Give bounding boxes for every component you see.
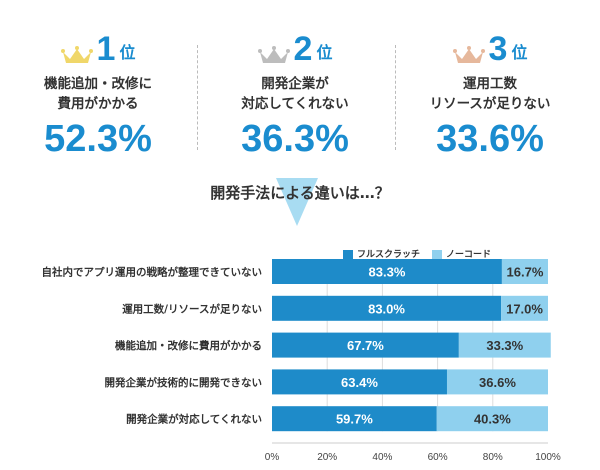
x-tick-label: 40% — [372, 452, 392, 463]
x-tick-label: 60% — [428, 452, 448, 463]
legend-label: ノーコード — [446, 250, 492, 260]
bronze-crown-icon — [452, 46, 485, 63]
bar-segment — [272, 332, 459, 358]
rank-number: 1 — [96, 30, 116, 68]
rank-value: 36.3% — [241, 118, 349, 160]
category-label: 機能追加・改修に費用がかかる — [115, 339, 262, 352]
data-label: 83.3% — [369, 265, 406, 280]
category-label: 開発企業が対応してくれない — [126, 413, 262, 426]
data-label: 83.0% — [368, 301, 405, 316]
divider — [395, 45, 396, 150]
bar-segment — [501, 295, 548, 321]
legend-label: フルスクラッチ — [357, 250, 421, 260]
subtitle: 開発手法による違いは…？ — [210, 184, 390, 202]
legend-item: フルスクラッチ — [343, 247, 420, 260]
data-label: 40.3% — [474, 412, 511, 427]
rank-label: 機能追加・改修に — [44, 76, 152, 92]
rank-number: 2 — [293, 30, 313, 68]
divider — [197, 45, 198, 150]
bar-segment — [272, 295, 502, 321]
data-label: 33.3% — [486, 338, 523, 353]
data-label: 59.7% — [336, 412, 373, 427]
data-label: 16.7% — [507, 265, 544, 280]
data-label: 67.7% — [347, 338, 384, 353]
legend-swatch — [343, 249, 353, 260]
data-label: 36.6% — [479, 375, 516, 390]
bar-segment — [272, 406, 437, 432]
data-label: 63.4% — [341, 375, 378, 390]
bar-segment — [272, 259, 502, 284]
bar-segment — [436, 406, 548, 432]
x-tick-label: 0% — [265, 452, 280, 463]
rank-label: 開発企業が — [261, 76, 329, 92]
category-label: 開発企業が技術的に開発できない — [105, 376, 263, 389]
bar-segment — [446, 369, 548, 395]
category-label: 自社内でアプリ運用の戦略が整理できていない — [42, 266, 263, 279]
bar-segment — [272, 369, 447, 395]
x-tick-label: 100% — [535, 452, 561, 463]
category-label: 運用工数/リソースが足りない — [122, 302, 262, 315]
x-tick-label: 80% — [483, 452, 503, 463]
silver-crown-icon — [257, 46, 290, 63]
gold-crown-icon — [60, 46, 93, 63]
down-triangle-icon — [276, 178, 318, 226]
bar-segment — [458, 332, 551, 358]
rank-label: 対応してくれない — [241, 96, 349, 112]
rank-label: リソースが足りない — [429, 96, 551, 112]
bar-segment — [501, 259, 548, 284]
x-tick-label: 20% — [317, 452, 337, 463]
rank-label: 費用がかかる — [57, 96, 139, 112]
rank-value: 52.3% — [44, 118, 152, 160]
rank-suffix: 位 — [316, 43, 333, 62]
rank-suffix: 位 — [511, 43, 528, 62]
data-label: 17.0% — [506, 301, 543, 316]
legend-item: ノーコード — [432, 247, 491, 260]
rank-suffix: 位 — [119, 43, 136, 62]
rank-label: 運用工数 — [463, 76, 517, 92]
legend: フルスクラッチ ノーコード — [343, 247, 491, 260]
legend-swatch — [432, 249, 443, 260]
rank-value: 33.6% — [436, 118, 544, 160]
rank-number: 3 — [488, 30, 508, 68]
